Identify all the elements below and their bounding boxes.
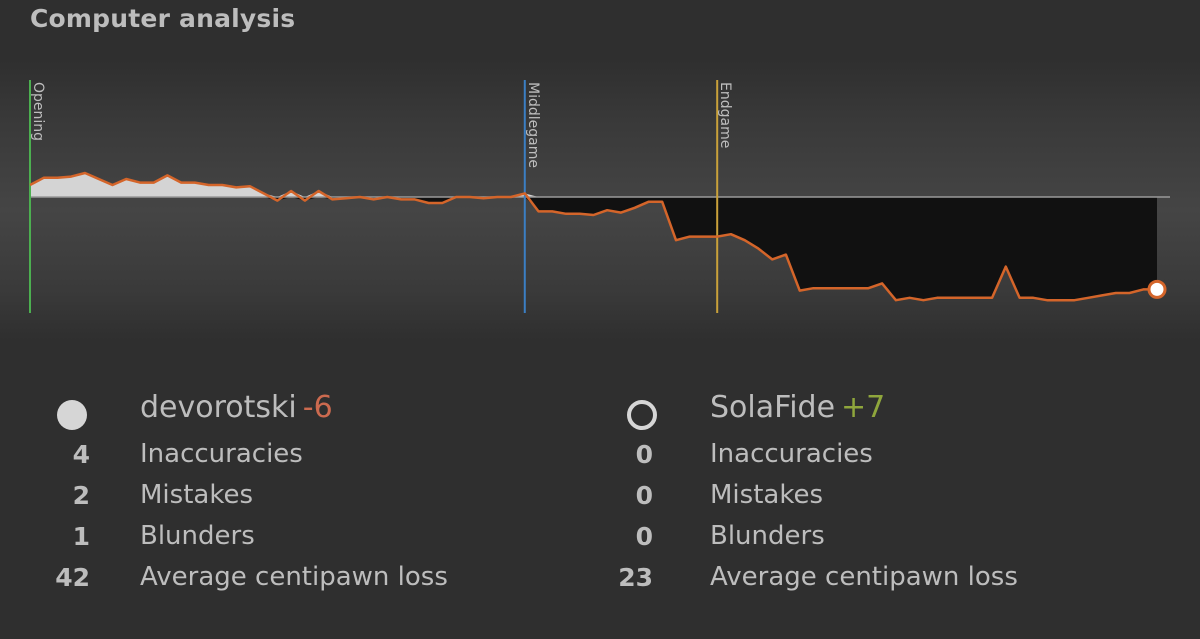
stat-value: 0 [635, 481, 653, 510]
stat-value: 4 [72, 440, 90, 469]
evaluation-chart[interactable]: Opening Middlegame Endgame [0, 60, 1200, 340]
eval-line [29, 171, 1157, 302]
stat-value: 23 [618, 563, 653, 592]
stat-value: 1 [72, 522, 90, 551]
stat-label: Inaccuracies [140, 439, 303, 469]
current-position-marker[interactable] [1147, 279, 1167, 299]
player-name-link[interactable]: SolaFide +7 [710, 390, 886, 425]
stat-label: Average centipawn loss [140, 562, 448, 592]
player-header: SolaFide +7 [570, 388, 1130, 436]
stat-mistakes[interactable]: 0 Mistakes [570, 477, 1130, 518]
stat-blunders[interactable]: 0 Blunders [570, 518, 1130, 559]
stat-inaccuracies[interactable]: 0 Inaccuracies [570, 436, 1130, 477]
stat-label: Blunders [140, 521, 255, 551]
stat-label: Blunders [710, 521, 825, 551]
stat-value: 0 [635, 440, 653, 469]
stat-mistakes[interactable]: 2 Mistakes [0, 477, 560, 518]
stat-label: Inaccuracies [710, 439, 873, 469]
white-piece-icon [57, 400, 87, 430]
evaluation-chart-svg[interactable]: Opening Middlegame Endgame [0, 60, 1200, 340]
stat-value: 2 [72, 481, 90, 510]
black-player-stats: SolaFide +7 0 Inaccuracies 0 Mistakes 0 B… [570, 388, 1130, 600]
player-header: devorotski -6 [0, 388, 560, 436]
phase-label-endgame: Endgame [717, 82, 733, 148]
phase-label-middlegame: Middlegame [525, 82, 541, 168]
stat-label: Mistakes [140, 480, 254, 510]
rating-diff: -6 [302, 390, 333, 425]
stat-value: 42 [55, 563, 90, 592]
phase-label-opening: Opening [30, 82, 46, 141]
black-advantage-area [30, 197, 1157, 301]
black-piece-icon [627, 400, 657, 430]
white-player-stats: devorotski -6 4 Inaccuracies 2 Mistakes 1… [0, 388, 560, 600]
white-advantage-area [30, 173, 1157, 197]
stat-label: Average centipawn loss [710, 562, 1018, 592]
stat-label: Mistakes [710, 480, 824, 510]
player-name-link[interactable]: devorotski -6 [140, 390, 333, 425]
rating-diff: +7 [841, 390, 886, 425]
stat-value: 0 [635, 522, 653, 551]
page-title: Computer analysis [30, 4, 296, 33]
stat-acpl: 42 Average centipawn loss [0, 559, 560, 600]
stat-inaccuracies[interactable]: 4 Inaccuracies [0, 436, 560, 477]
stat-acpl: 23 Average centipawn loss [570, 559, 1130, 600]
stat-blunders[interactable]: 1 Blunders [0, 518, 560, 559]
